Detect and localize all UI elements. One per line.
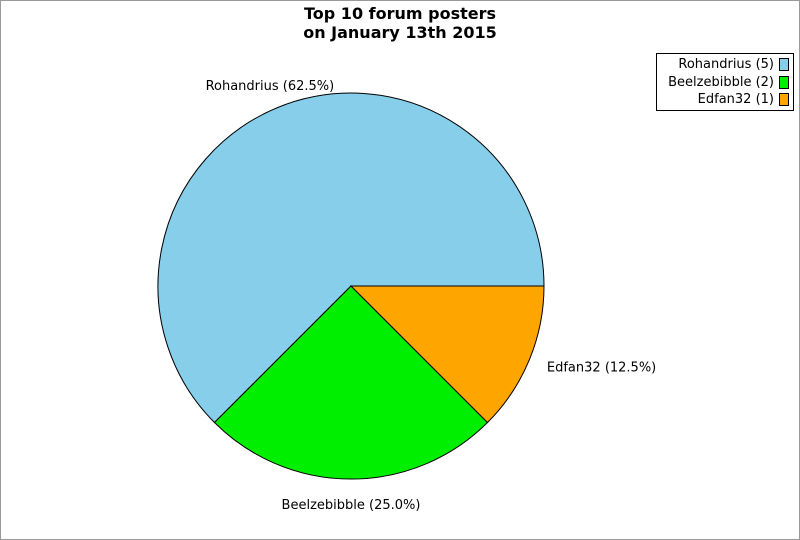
legend-box: Rohandrius (5) Beelzebibble (2) Edfan32 …	[656, 53, 794, 111]
legend-item-edfan32: Edfan32 (1)	[659, 91, 789, 108]
legend-label: Rohandrius (5)	[678, 56, 774, 72]
chart-title-line2: on January 13th 2015	[303, 23, 497, 42]
legend-swatch-beelzebibble	[779, 75, 789, 89]
legend-item-rohandrius: Rohandrius (5)	[659, 56, 789, 73]
legend-swatch-rohandrius	[779, 57, 789, 71]
legend-swatch-edfan32	[779, 93, 789, 107]
legend-label: Beelzebibble (2)	[668, 74, 774, 90]
pie-slice-rohandrius	[157, 92, 545, 424]
legend-label: Edfan32 (1)	[697, 92, 774, 108]
pie-label-rohandrius: Rohandrius (62.5%)	[206, 79, 335, 94]
chart-title-line1: Top 10 forum posters	[304, 4, 496, 23]
pie-label-beelzebibble: Beelzebibble (25.0%)	[282, 498, 421, 513]
chart-title: Top 10 forum posters on January 13th 201…	[1, 4, 799, 42]
pie-slice-beelzebibble	[213, 285, 489, 480]
pie-label-edfan32: Edfan32 (12.5%)	[547, 361, 656, 376]
legend-item-beelzebibble: Beelzebibble (2)	[659, 74, 789, 91]
pie-slice-edfan32	[349, 285, 545, 424]
